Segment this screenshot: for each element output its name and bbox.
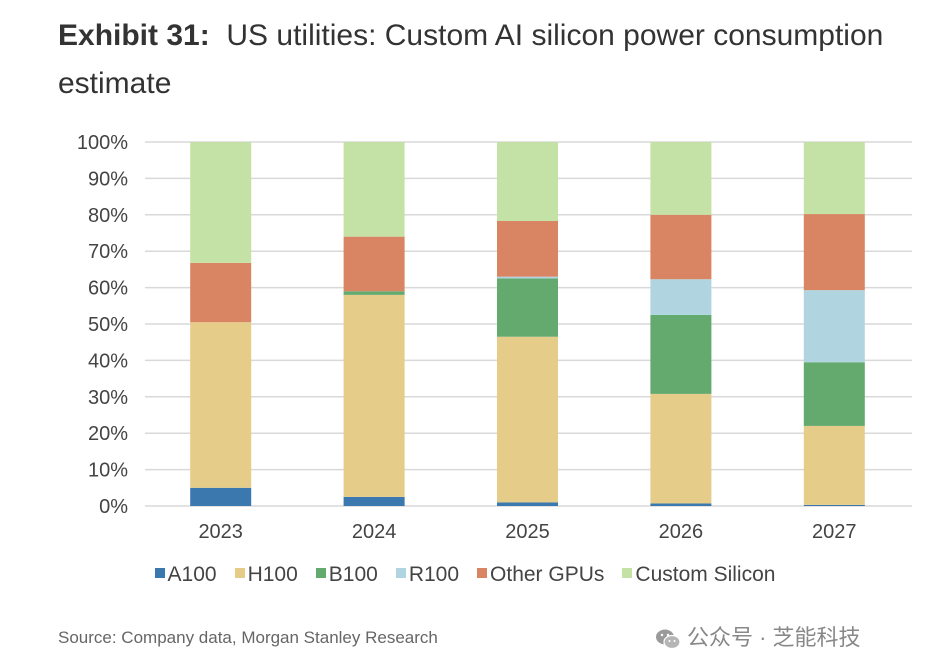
y-tick-label: 20% [88,423,128,445]
legend-swatch [395,568,406,579]
bar-stack-2024 [343,142,405,506]
legend-label: H100 [247,563,298,586]
legend-item-h100: H100 [234,563,298,587]
bar-segment-h100 [497,336,558,503]
wechat-icon [656,629,681,650]
bar-stack-2023 [190,142,252,506]
bar-segment-h100 [190,322,252,488]
bar-stack-2025 [497,142,558,506]
stacked-bar-chart: 0%10%20%30%40%50%60%70%80%90%100% 2023 20… [77,132,912,543]
y-tick-label: 10% [88,460,128,482]
y-tick-label: 90% [88,168,128,190]
source-note: Source: Company data, Morgan Stanley Res… [58,628,438,647]
bar-stack-2027 [803,142,865,506]
bar-segment-custom-silicon [343,142,405,237]
bar-segment-a100 [190,487,252,506]
bar-segment-custom-silicon [650,142,712,215]
bar-segment-other-gpus [650,214,712,280]
x-tick-label: 2023 [198,521,243,543]
bar-segment-a100 [803,504,865,506]
bar-segment-h100 [803,425,865,505]
bar-segment-other-gpus [497,220,558,277]
title-text: US utilities: Custom AI silicon power co… [58,19,884,100]
y-axis-ticks: 0% 10% 20% 30% 40% 50% 60% 70% 80% 90% 100% [77,132,128,518]
bar-segment-r100 [650,279,712,315]
bar-segment-a100 [497,502,558,506]
bar-segment-h100 [650,393,712,504]
legend-label: Custom Silicon [635,563,776,586]
bar-segment-custom-silicon [803,142,865,215]
legend-swatch [477,568,488,579]
legend-swatch [234,568,245,579]
legend-item-other-gpus: Other GPUs [477,563,604,587]
bar-segment-r100 [803,290,865,363]
x-axis-ticks: 2023 2024 2025 2026 2027 [198,521,856,543]
bar-segment-other-gpus [803,214,865,291]
bar-segment-other-gpus [343,236,405,292]
x-tick-label: 2025 [505,521,550,543]
bar-segment-h100 [343,294,405,497]
y-tick-label: 0% [99,496,128,518]
legend-swatch [315,568,326,579]
y-tick-label: 40% [88,350,128,372]
y-tick-label: 70% [88,241,128,263]
legend-item-r100: R100 [395,563,460,587]
y-tick-label: 80% [88,205,128,227]
y-tick-label: 100% [77,132,128,154]
bars [190,142,865,506]
chart-title: Exhibit 31: US utilities: Custom AI sili… [58,12,918,108]
x-tick-label: 2027 [812,521,857,543]
exhibit-label: Exhibit 31: [58,19,210,52]
bar-segment-b100 [650,314,712,394]
y-tick-label: 50% [88,314,128,336]
legend-swatch [622,568,633,579]
bar-segment-b100 [803,362,865,426]
legend-label: A100 [167,563,217,586]
legend-item-custom-silicon: Custom Silicon [622,563,775,587]
legend-label: Other GPUs [490,563,605,586]
bar-stack-2026 [650,142,712,506]
x-tick-label: 2024 [352,521,397,543]
x-tick-label: 2026 [659,521,704,543]
legend-label: R100 [408,563,460,586]
legend-item-a100: A100 [154,563,217,587]
legend: A100 H100 B100 R100 Other GPUs Custom Silicon [0,563,930,587]
bar-segment-b100 [497,278,558,337]
watermark-text: 公众号 · 芝能科技 [687,625,861,650]
bar-segment-r100 [497,276,558,279]
watermark: 公众号 · 芝能科技 [655,620,861,652]
legend-item-b100: B100 [315,563,378,587]
y-tick-label: 30% [88,387,128,409]
bar-segment-custom-silicon [190,142,252,263]
bar-segment-a100 [650,503,712,506]
y-tick-label: 60% [88,278,128,300]
bar-segment-custom-silicon [497,142,558,221]
legend-label: B100 [328,563,378,586]
bar-segment-b100 [343,291,405,295]
bar-segment-other-gpus [190,262,252,323]
legend-swatch [154,568,165,579]
bar-segment-a100 [343,496,405,506]
